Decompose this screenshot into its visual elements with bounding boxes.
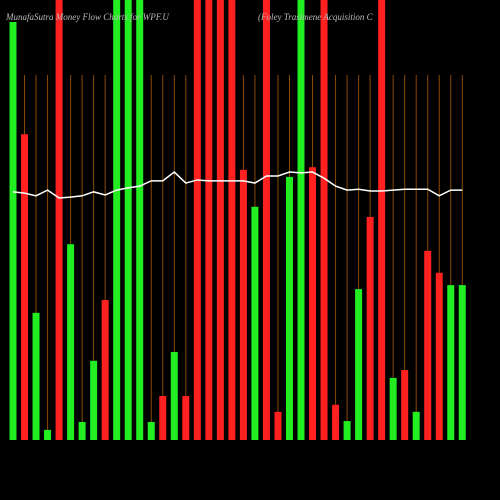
- bar: [182, 396, 190, 440]
- bar: [78, 421, 86, 440]
- bar: [412, 411, 420, 440]
- bar: [447, 285, 455, 440]
- bar: [159, 396, 167, 440]
- bar: [332, 404, 340, 440]
- bar: [170, 352, 178, 440]
- bar: [355, 289, 363, 440]
- bar: [285, 176, 293, 440]
- bar: [9, 22, 17, 440]
- bar: [193, 0, 201, 440]
- bar: [228, 0, 236, 440]
- bar: [55, 0, 63, 440]
- bar: [389, 377, 397, 440]
- bar: [274, 411, 282, 440]
- bar: [67, 244, 75, 440]
- bar: [101, 300, 109, 440]
- bar: [424, 250, 432, 440]
- chart-title: MunafaSutra Money Flow Charts for WPF.U: [5, 12, 169, 22]
- bar: [343, 421, 351, 440]
- bar: [458, 285, 466, 440]
- bar: [366, 216, 374, 440]
- bar: [309, 167, 317, 440]
- bar: [90, 360, 98, 440]
- bar: [435, 272, 443, 440]
- bar: [216, 0, 224, 440]
- bar: [124, 0, 132, 440]
- bar: [239, 169, 247, 440]
- bar: [21, 134, 29, 440]
- bar: [251, 206, 259, 440]
- bar: [401, 370, 409, 440]
- chart-subtitle: (Foley Trasimene Acquisition C: [258, 12, 374, 22]
- bar: [320, 0, 328, 440]
- bar: [113, 0, 121, 440]
- bar: [44, 429, 52, 440]
- bar: [205, 0, 213, 440]
- bar: [136, 0, 144, 440]
- bar: [297, 0, 305, 440]
- bar: [32, 312, 40, 440]
- bar: [378, 0, 386, 440]
- money-flow-line: [12, 171, 463, 199]
- bar: [147, 421, 155, 440]
- bar: [262, 0, 270, 440]
